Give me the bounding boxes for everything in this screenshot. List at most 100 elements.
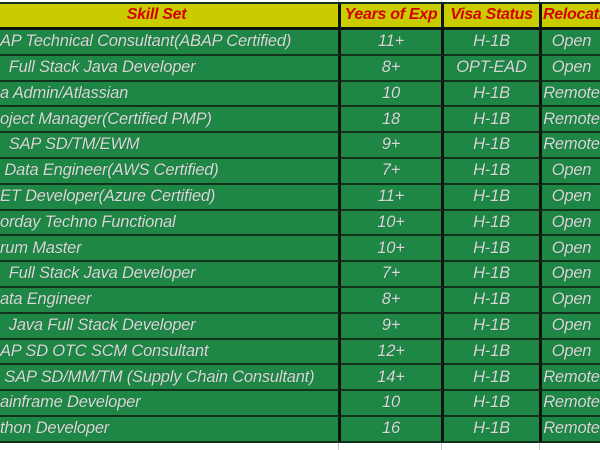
years-of-exp-text: 11+ [377, 187, 405, 206]
column-header-visa-status[interactable]: Visa Status [444, 2, 542, 30]
years-of-exp-cell[interactable]: 10 [341, 81, 444, 108]
visa-status-cell[interactable]: H-1B [444, 339, 542, 366]
skill-cell[interactable]: ata Engineer [0, 287, 341, 314]
skill-text: a Admin/Atlassian [0, 83, 129, 102]
years-of-exp-cell[interactable]: 10+ [341, 210, 444, 237]
column-header-relocation[interactable]: Relocation [542, 2, 600, 30]
years-of-exp-cell[interactable]: 14+ [341, 365, 444, 392]
skill-text: orday Techno Functional [0, 212, 176, 231]
visa-status-cell[interactable]: H-1B [444, 133, 542, 159]
relocation-text: Open [551, 187, 592, 206]
skill-cell[interactable]: thon Developer [0, 416, 341, 443]
skill-text: ET Developer(Azure Certified) [0, 187, 216, 206]
skill-cell[interactable]: ET Developer(Azure Certified) [0, 184, 341, 211]
years-of-exp-text: 11+ [377, 32, 405, 51]
years-of-exp-cell[interactable]: 7+ [341, 262, 444, 288]
skill-cell[interactable]: ainframe Developer [0, 391, 341, 417]
column-header-label: Years of Exp [344, 6, 438, 23]
years-of-exp-cell[interactable]: 10+ [341, 236, 444, 263]
visa-status-cell[interactable]: H-1B [444, 30, 542, 56]
visa-status-cell[interactable]: H-1B [444, 365, 542, 392]
visa-status-text: H-1B [473, 135, 510, 154]
years-of-exp-cell[interactable]: 9+ [341, 133, 444, 159]
relocation-cell[interactable]: Open [542, 210, 600, 237]
relocation-cell[interactable]: Open [542, 339, 600, 366]
visa-status-text: H-1B [473, 109, 510, 128]
visa-status-cell[interactable]: OPT-EAD [444, 55, 542, 82]
relocation-cell[interactable]: Open [542, 236, 600, 263]
column-header-years-of-exp[interactable]: Years of Exp [341, 2, 444, 30]
relocation-text: Open [551, 58, 592, 77]
visa-status-text: H-1B [473, 264, 510, 283]
years-of-exp-cell[interactable]: 7+ [341, 158, 444, 185]
years-of-exp-text: 7+ [381, 161, 401, 180]
relocation-cell[interactable]: Remote [542, 133, 600, 159]
skill-cell[interactable]: orday Techno Functional [0, 210, 341, 237]
years-of-exp-text: 9+ [381, 316, 401, 335]
column-gridline [539, 0, 540, 2]
years-of-exp-text: 8+ [381, 58, 401, 77]
years-of-exp-cell[interactable]: 8+ [341, 55, 444, 82]
visa-status-cell[interactable]: H-1B [444, 313, 542, 340]
skill-text: SAP SD/TM/EWM [0, 135, 140, 154]
column-header-label: Relocation [543, 6, 600, 23]
skill-cell[interactable]: Java Full Stack Developer [0, 313, 341, 340]
relocation-cell[interactable]: Remote [542, 365, 600, 392]
visa-status-cell[interactable]: H-1B [444, 81, 542, 108]
relocation-cell[interactable]: Open [542, 262, 600, 288]
years-of-exp-cell[interactable]: 8+ [341, 287, 444, 314]
visa-status-cell[interactable]: H-1B [444, 287, 542, 314]
skill-cell[interactable]: oject Manager(Certified PMP) [0, 107, 341, 134]
skill-cell[interactable]: Full Stack Java Developer [0, 262, 341, 288]
relocation-cell[interactable]: Open [542, 184, 600, 211]
relocation-cell[interactable]: Open [542, 30, 600, 56]
years-of-exp-cell[interactable]: 12+ [341, 339, 444, 366]
skill-cell[interactable]: rum Master [0, 236, 341, 263]
skill-text: AP Technical Consultant(ABAP Certified) [0, 32, 292, 51]
visa-status-cell[interactable]: H-1B [444, 391, 542, 417]
years-of-exp-cell[interactable]: 9+ [341, 313, 444, 340]
column-gridline [539, 443, 540, 450]
visa-status-cell[interactable]: H-1B [444, 416, 542, 443]
relocation-cell[interactable]: Open [542, 55, 600, 82]
skill-text: rum Master [0, 238, 82, 257]
years-of-exp-cell[interactable]: 11+ [341, 184, 444, 211]
skill-text: Java Full Stack Developer [0, 316, 196, 335]
years-of-exp-text: 18 [382, 109, 400, 128]
relocation-cell[interactable]: Remote [542, 107, 600, 134]
relocation-text: Open [551, 264, 592, 283]
years-of-exp-cell[interactable]: 10 [341, 391, 444, 417]
skill-cell[interactable]: a Admin/Atlassian [0, 81, 341, 108]
visa-status-cell[interactable]: H-1B [444, 107, 542, 134]
visa-status-cell[interactable]: H-1B [444, 184, 542, 211]
relocation-cell[interactable]: Remote [542, 416, 600, 443]
years-of-exp-cell[interactable]: 18 [341, 107, 444, 134]
visa-status-cell[interactable]: H-1B [444, 210, 542, 237]
years-of-exp-text: 7+ [381, 264, 401, 283]
relocation-text: Remote [543, 419, 600, 438]
visa-status-cell[interactable]: H-1B [444, 262, 542, 288]
column-header-skill-set[interactable]: Skill Set [0, 2, 341, 30]
visa-status-cell[interactable]: H-1B [444, 236, 542, 263]
skill-text: oject Manager(Certified PMP) [0, 109, 212, 128]
skill-cell[interactable]: SAP SD/TM/EWM [0, 133, 341, 159]
visa-status-cell[interactable]: H-1B [444, 158, 542, 185]
relocation-cell[interactable]: Remote [542, 81, 600, 108]
relocation-cell[interactable]: Open [542, 313, 600, 340]
years-of-exp-cell[interactable]: 16 [341, 416, 444, 443]
years-of-exp-cell[interactable]: 11+ [341, 30, 444, 56]
relocation-cell[interactable]: Open [542, 158, 600, 185]
years-of-exp-text: 10 [382, 83, 400, 102]
column-header-label: Skill Set [126, 6, 187, 23]
relocation-cell[interactable]: Remote [542, 391, 600, 417]
skill-cell[interactable]: AP Technical Consultant(ABAP Certified) [0, 30, 341, 56]
visa-status-text: H-1B [473, 290, 510, 309]
skill-cell[interactable]: AP SD OTC SCM Consultant [0, 339, 341, 366]
skill-cell[interactable]: Data Engineer(AWS Certified) [0, 158, 341, 185]
relocation-text: Open [551, 341, 592, 360]
skill-cell[interactable]: Full Stack Java Developer [0, 55, 341, 82]
relocation-cell[interactable]: Open [542, 287, 600, 314]
visa-status-text: H-1B [473, 161, 510, 180]
skill-cell[interactable]: SAP SD/MM/TM (Supply Chain Consultant) [0, 365, 341, 392]
years-of-exp-text: 10 [382, 393, 400, 412]
